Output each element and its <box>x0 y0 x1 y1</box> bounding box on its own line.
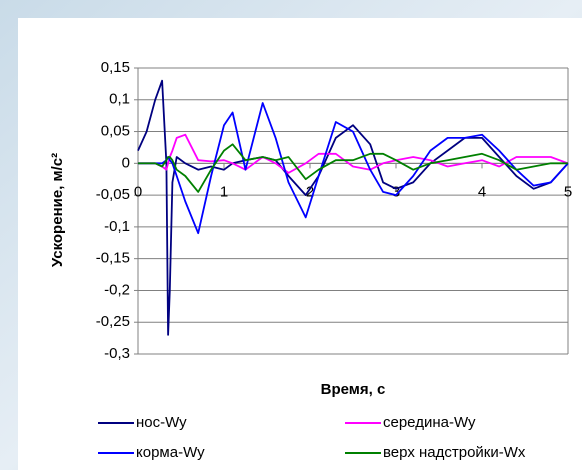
chart-area <box>18 18 582 470</box>
x-tick-label: 0 <box>134 183 142 200</box>
legend-label: нос-Wy <box>136 414 187 431</box>
y-tick-label: 0,15 <box>101 59 130 76</box>
x-tick-label: 1 <box>220 183 228 200</box>
y-axis-label: Ускорение, м/с² <box>49 153 66 267</box>
series-line <box>137 79 569 336</box>
series-line <box>138 102 569 235</box>
x-tick-label: 3 <box>392 183 400 200</box>
y-tick-label: -0,15 <box>96 250 130 267</box>
y-tick-label: -0,3 <box>104 345 130 362</box>
y-tick-label: -0,1 <box>104 218 130 235</box>
y-tick-label: 0,05 <box>101 123 130 140</box>
legend-label: середина-Wy <box>383 414 476 431</box>
y-tick-label: -0,2 <box>104 281 130 298</box>
y-tick-label: -0,05 <box>96 186 130 203</box>
x-tick-label: 4 <box>478 183 486 200</box>
y-tick-label: 0,1 <box>109 91 130 108</box>
series-line <box>138 143 568 193</box>
legend-label: корма-Wy <box>136 444 205 461</box>
legend-label: верх надстройки-Wx <box>383 444 526 461</box>
y-tick-label: 0 <box>122 154 130 171</box>
x-tick-label: 2 <box>306 183 314 200</box>
x-axis-label: Время, с <box>321 381 386 398</box>
y-tick-label: -0,25 <box>96 313 130 330</box>
x-tick-label: 5 <box>564 183 572 200</box>
